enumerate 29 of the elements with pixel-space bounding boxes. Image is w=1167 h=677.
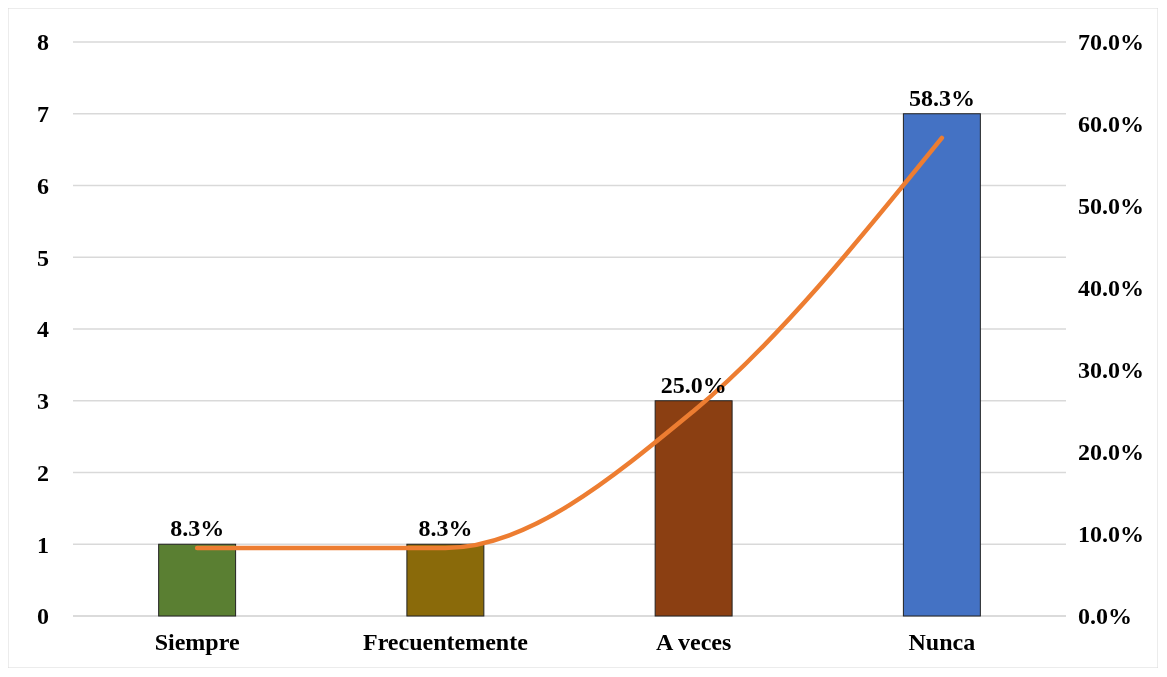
- bar: [654, 400, 733, 617]
- data-label: 58.3%: [908, 84, 975, 111]
- y-tick-label: 6: [37, 172, 49, 199]
- x-tick-label: Frecuentemente: [362, 629, 529, 655]
- y2-tick-label: 30.0%: [1078, 357, 1144, 384]
- y-tick-label: 7: [37, 101, 49, 128]
- data-label: 8.3%: [418, 515, 473, 542]
- x-tick-label: Siempre: [154, 629, 240, 655]
- x-tick-label: A veces: [655, 629, 732, 655]
- data-label: 8.3%: [170, 515, 225, 542]
- y2-tick-label: 20.0%: [1078, 439, 1144, 466]
- y-tick-label: 8: [37, 29, 49, 56]
- y-tick-label: 4: [37, 316, 49, 343]
- y2-tick-label: 40.0%: [1078, 275, 1144, 302]
- y-tick-label: 5: [37, 244, 49, 271]
- bar: [902, 113, 981, 617]
- y-tick-label: 1: [37, 531, 49, 558]
- y-tick-label: 0: [37, 603, 49, 630]
- y2-tick-label: 50.0%: [1078, 193, 1144, 220]
- y2-tick-label: 70.0%: [1078, 29, 1144, 56]
- y-tick-label: 3: [37, 388, 49, 415]
- bar: [406, 543, 485, 617]
- y-tick-label: 2: [37, 459, 49, 486]
- x-tick-label: Nunca: [908, 629, 976, 655]
- y2-tick-label: 10.0%: [1078, 521, 1144, 548]
- y2-tick-label: 60.0%: [1078, 111, 1144, 138]
- bar: [158, 543, 237, 617]
- data-label: 25.0%: [660, 371, 727, 398]
- y2-tick-label: 0.0%: [1078, 603, 1132, 630]
